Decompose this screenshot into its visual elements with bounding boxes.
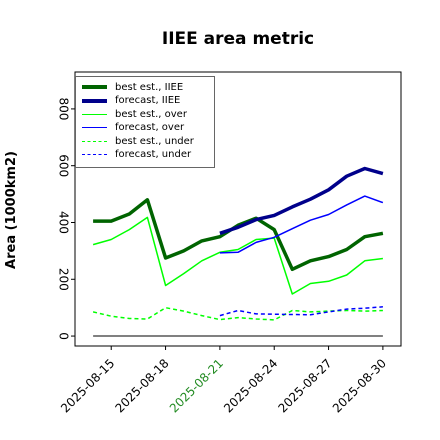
legend-swatch xyxy=(82,127,107,128)
legend-swatch xyxy=(82,98,107,103)
legend-item: best est., under xyxy=(82,135,194,147)
x-tick-label: 2025-08-21 xyxy=(167,356,226,415)
legend-label: best est., IIEE xyxy=(115,81,184,93)
legend-label: forecast, IIEE xyxy=(115,95,181,106)
y-tick-label: 400 xyxy=(57,211,71,234)
x-axis: 2025-08-152025-08-182025-08-212025-08-24… xyxy=(58,346,389,415)
series-group xyxy=(92,166,384,337)
x-tick-label: 2025-08-15 xyxy=(58,356,117,415)
legend-swatch xyxy=(82,113,107,115)
legend-item: forecast, IIEE xyxy=(82,95,180,107)
legend-label: best est., over xyxy=(115,108,187,120)
legend-item: forecast, under xyxy=(82,149,191,161)
legend-swatch xyxy=(82,85,107,89)
legend-label: best est., under xyxy=(115,135,194,147)
series-line-2 xyxy=(92,216,383,295)
y-tick-label: 200 xyxy=(57,268,71,291)
plot-area xyxy=(74,71,402,347)
legend-label: forecast, under xyxy=(115,149,192,160)
legend-swatch xyxy=(82,154,107,155)
chart-title: IIEE area metric xyxy=(162,29,314,49)
series-line-1 xyxy=(219,166,384,235)
x-tick-label: 2025-08-30 xyxy=(330,356,389,415)
y-tick-label: 600 xyxy=(57,154,71,177)
series-line-5 xyxy=(219,306,383,317)
legend-item: best est., IIEE xyxy=(82,81,183,93)
legend-swatch xyxy=(82,140,107,142)
x-tick-label: 2025-08-18 xyxy=(112,356,171,415)
x-tick-label: 2025-08-27 xyxy=(275,356,334,415)
series-line-0 xyxy=(93,198,384,272)
series-line-3 xyxy=(219,195,384,254)
y-tick-label: 800 xyxy=(57,97,71,120)
legend: best est., IIEE forecast, IIEE best est., … xyxy=(75,76,215,168)
series-line-4 xyxy=(92,306,383,321)
legend-item: forecast, over xyxy=(82,122,184,134)
y-tick-label: 0 xyxy=(57,332,71,340)
x-tick-label: 2025-08-24 xyxy=(221,356,280,415)
y-axis-label: Area (1000km2) xyxy=(4,151,19,269)
legend-label: forecast, over xyxy=(115,122,185,133)
y-axis: 0 200 400 600 800 xyxy=(57,97,75,340)
legend-item: best est., over xyxy=(82,108,187,120)
